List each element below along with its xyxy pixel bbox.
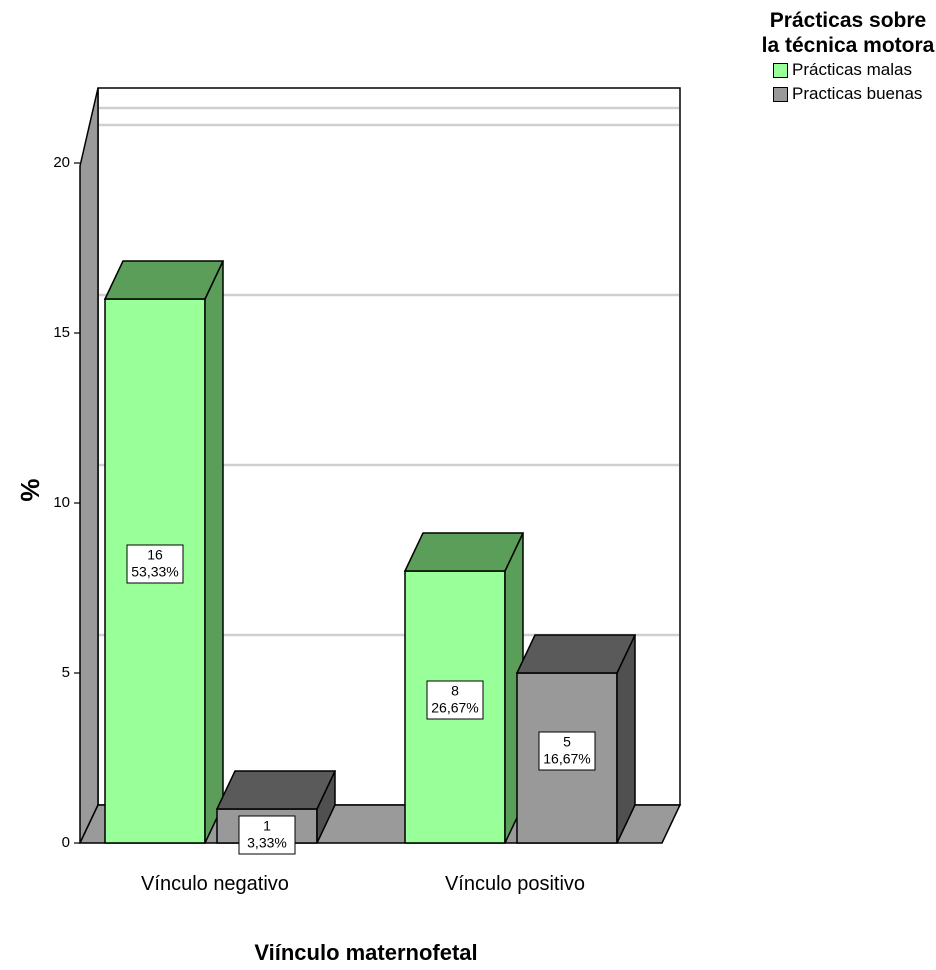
legend-item-practicas-malas: Prácticas malas [773, 58, 936, 82]
data-label-box [238, 815, 296, 855]
y-axis-label: % [15, 478, 45, 501]
bar-side [204, 260, 224, 844]
legend-swatch-green [773, 62, 788, 78]
data-label: 826,67% [426, 680, 484, 720]
data-label-percent: 53,33% [131, 564, 178, 580]
legend-label: Practicas buenas [792, 84, 923, 103]
bar-practicas-buenas-0: 13,33% [215, 770, 337, 855]
legend-title: Prácticas sobre la técnica motora [761, 9, 935, 57]
x-tick-label: Vínculo positivo [445, 873, 585, 895]
y-tick-label: 0 [62, 834, 70, 851]
legend: Prácticas sobre la técnica motora Prácti… [760, 8, 936, 106]
bar-top [403, 532, 525, 572]
y-tick-label: 20 [53, 154, 70, 171]
data-label-count: 8 [451, 683, 459, 699]
y-tick-label: 15 [53, 324, 70, 341]
data-label: 516,67% [538, 731, 596, 771]
bar-practicas-buenas-1: 516,67% [515, 634, 637, 844]
legend-swatch-gray [773, 86, 788, 102]
data-label-box [426, 680, 484, 720]
x-tick-label: Vínculo negativo [141, 873, 289, 895]
data-label-count: 1 [263, 818, 271, 834]
y-tick-label: 5 [62, 664, 70, 681]
y-axis-ticks: 0 5 10 15 20 [53, 154, 80, 851]
data-label-percent: 16,67% [543, 751, 590, 767]
side-wall [79, 87, 99, 844]
data-label-percent: 26,67% [431, 700, 478, 716]
data-label-count: 5 [563, 734, 571, 750]
bar-top [103, 260, 225, 300]
legend-item-practicas-buenas: Practicas buenas [773, 82, 936, 106]
data-label-count: 16 [147, 547, 163, 563]
x-axis-label: Viínculo maternofetal [254, 940, 477, 965]
bar-pr-cticas-malas-1: 826,67% [403, 532, 525, 844]
bar-top [215, 770, 337, 810]
legend-label: Prácticas malas [792, 60, 912, 79]
data-label-percent: 3,33% [247, 835, 287, 851]
y-tick-label: 10 [53, 494, 70, 511]
data-label-box [538, 731, 596, 771]
bar-top [515, 634, 637, 674]
data-label-box [126, 544, 184, 584]
x-axis-ticks: Vínculo negativo Vínculo positivo [141, 873, 585, 895]
data-label: 13,33% [238, 815, 296, 855]
